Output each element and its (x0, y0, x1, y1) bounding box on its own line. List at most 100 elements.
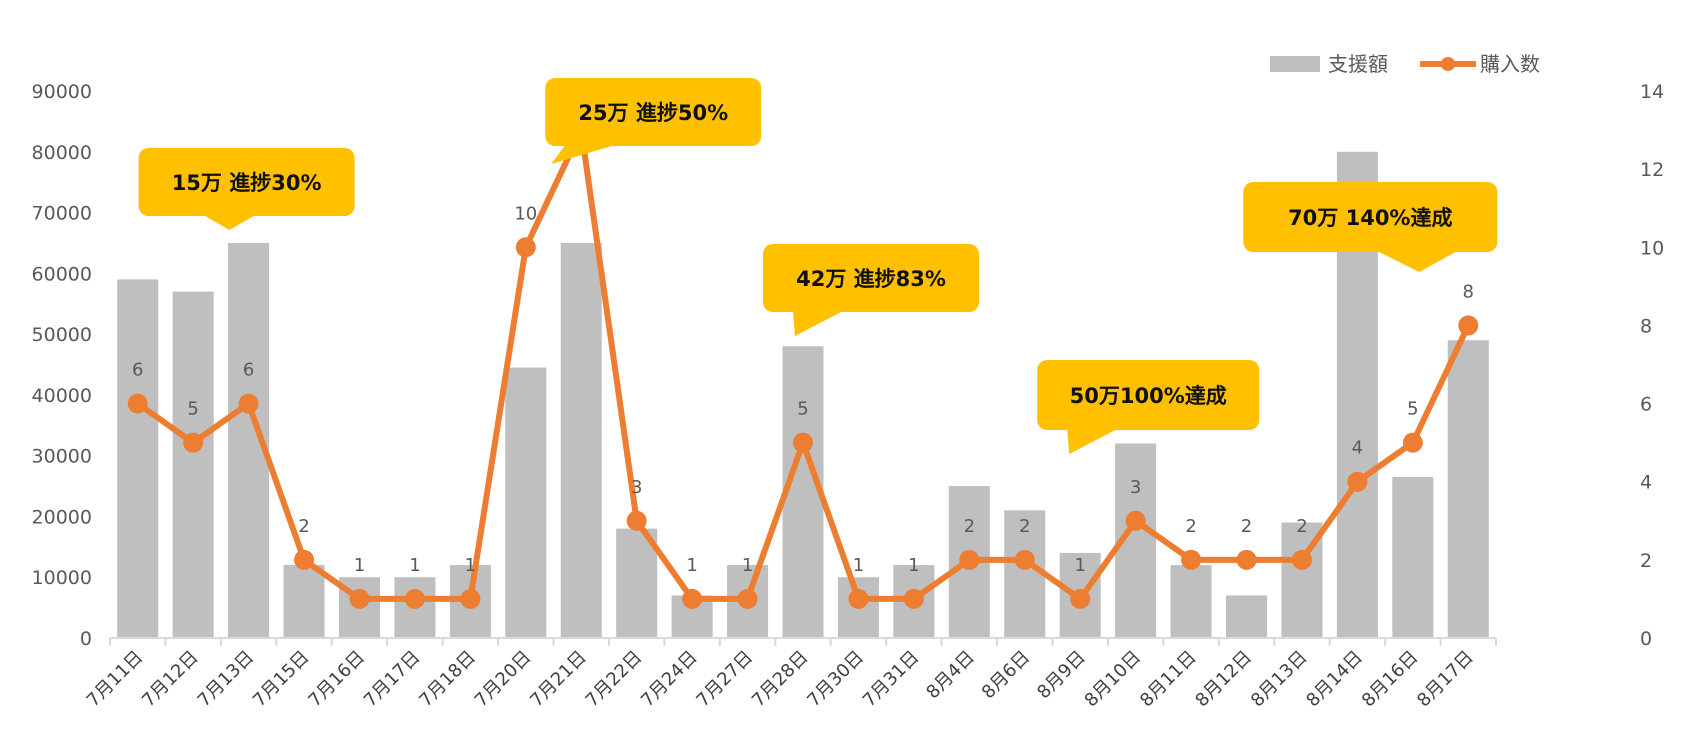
x-tick-label-7月20日: 7月20日 (471, 647, 536, 712)
line-point-8月13日 (1291, 549, 1312, 570)
right-tick-label-4: 4 (1640, 472, 1652, 494)
x-tick-label-7月22日: 7月22日 (582, 647, 647, 712)
right-tick-label-12: 12 (1640, 159, 1664, 181)
line-point-7月17日 (404, 588, 425, 609)
data-label-8月16日: 5 (1407, 399, 1418, 420)
line-point-7月22日 (626, 510, 647, 531)
x-tick-label-8月4日: 8月4日 (922, 647, 979, 704)
x-tick-label-7月28日: 7月28日 (748, 647, 813, 712)
x-tick-label-7月17日: 7月17日 (360, 647, 425, 712)
right-tick-label-0: 0 (1640, 628, 1652, 650)
data-label-7月20日: 10 (514, 203, 537, 224)
data-label-8月12日: 2 (1241, 516, 1252, 537)
data-label-7月31日: 1 (908, 555, 919, 576)
left-tick-label-90000: 90000 (32, 81, 92, 103)
left-tick-label-20000: 20000 (32, 506, 92, 528)
callout-box (1037, 360, 1260, 430)
line-point-7月13日 (238, 393, 259, 414)
line-point-8月10日 (1125, 510, 1146, 531)
bar-7月20日 (505, 367, 547, 638)
bar-7月11日 (117, 279, 159, 638)
right-y-axis: 0 2 4 6 8 10 12 14 (1640, 81, 1664, 650)
data-label-7月17日: 1 (409, 555, 420, 576)
x-tick-label-8月14日: 8月14日 (1302, 647, 1367, 712)
callout-tail (203, 215, 256, 230)
left-tick-label-50000: 50000 (32, 324, 92, 346)
data-label-7月22日: 3 (631, 477, 642, 498)
line-point-7月20日 (515, 237, 536, 258)
data-label-7月13日: 6 (243, 360, 254, 381)
line-point-7月16日 (349, 588, 370, 609)
line-point-8月6日 (1014, 549, 1035, 570)
left-tick-label-60000: 60000 (32, 263, 92, 285)
x-tick-label-7月21日: 7月21日 (526, 647, 591, 712)
data-label-8月14日: 4 (1352, 438, 1363, 459)
line-point-7月11日 (127, 393, 148, 414)
line-point-7月27日 (737, 588, 758, 609)
bar-8月16日 (1392, 476, 1434, 638)
data-label-7月27日: 1 (742, 555, 753, 576)
data-label-8月13日: 2 (1296, 516, 1307, 537)
data-label-8月17日: 8 (1463, 281, 1474, 302)
data-label-7月24日: 1 (686, 555, 697, 576)
right-tick-label-14: 14 (1640, 81, 1664, 103)
data-label-7月28日: 5 (797, 399, 808, 420)
data-label-7月18日: 1 (465, 555, 476, 576)
x-tick-label-7月16日: 7月16日 (304, 647, 369, 712)
callouts: 15万 進捗30% 25万 進捗50% 42万 進捗83% 50万100%達成 70万 … (138, 78, 1498, 454)
callout-2: 25万 進捗50% (545, 78, 762, 164)
x-tick-label-7月11日: 7月11日 (83, 647, 148, 712)
data-label-8月9日: 1 (1074, 555, 1085, 576)
data-label-7月12日: 5 (187, 399, 198, 420)
callout-box (1243, 182, 1498, 252)
legend-label-bar: 支援額 (1328, 52, 1388, 76)
line-point-8月16日 (1402, 432, 1423, 453)
x-tick-label-7月13日: 7月13日 (194, 647, 259, 712)
bar-8月12日 (1226, 595, 1268, 638)
right-tick-label-2: 2 (1640, 550, 1652, 572)
left-tick-label-80000: 80000 (32, 142, 92, 164)
data-label-7月11日: 6 (132, 360, 143, 381)
bar-7月15日 (283, 565, 325, 638)
left-tick-label-40000: 40000 (32, 385, 92, 407)
legend: 支援額 購入数 (1270, 52, 1540, 76)
line-point-8月14日 (1347, 471, 1368, 492)
callout-text: 15万 進捗30% (172, 171, 322, 195)
callout-text: 50万100%達成 (1070, 384, 1227, 408)
line-point-8月9日 (1070, 588, 1091, 609)
legend-swatch-marker (1441, 57, 1455, 71)
left-tick-label-30000: 30000 (32, 446, 92, 468)
bar-7月21日 (560, 242, 602, 638)
line-point-7月30日 (848, 588, 869, 609)
legend-swatch-bar (1270, 56, 1320, 72)
x-tick-label-7月18日: 7月18日 (415, 647, 480, 712)
x-axis: 7月11日7月12日7月13日7月15日7月16日7月17日7月18日7月20日… (83, 637, 1497, 712)
x-tick-label-8月10日: 8月10日 (1081, 647, 1146, 712)
bar-8月11日 (1170, 565, 1212, 638)
line-point-7月15日 (294, 549, 315, 570)
line-point-7月24日 (682, 588, 703, 609)
callout-tail (1067, 429, 1118, 454)
bar-8月6日 (1004, 510, 1046, 638)
line-point-8月12日 (1236, 549, 1257, 570)
callout-tail (793, 311, 843, 336)
legend-label-line: 購入数 (1480, 52, 1540, 76)
line-point-7月18日 (460, 588, 481, 609)
x-tick-label-8月16日: 8月16日 (1358, 647, 1423, 712)
right-tick-label-10: 10 (1640, 237, 1664, 259)
x-tick-label-7月27日: 7月27日 (692, 647, 757, 712)
x-tick-label-7月30日: 7月30日 (803, 647, 868, 712)
callout-box (138, 148, 355, 216)
x-tick-label-7月24日: 7月24日 (637, 647, 702, 712)
x-tick-label-7月15日: 7月15日 (249, 647, 314, 712)
callout-text: 25万 進捗50% (578, 101, 728, 125)
callout-box (545, 78, 762, 146)
x-tick-label-8月17日: 8月17日 (1413, 647, 1478, 712)
line-point-7月31日 (903, 588, 924, 609)
callout-3: 42万 進捗83% (763, 244, 979, 336)
data-label-7月15日: 2 (298, 516, 309, 537)
data-label-8月4日: 2 (964, 516, 975, 537)
left-tick-label-10000: 10000 (32, 567, 92, 589)
x-tick-label-8月6日: 8月6日 (978, 647, 1035, 704)
x-tick-label-8月13日: 8月13日 (1247, 647, 1312, 712)
